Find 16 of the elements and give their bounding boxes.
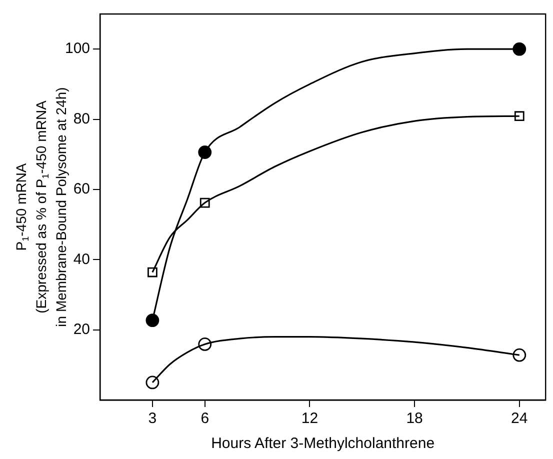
y-tick-label: 40 bbox=[73, 250, 90, 268]
point bbox=[512, 42, 526, 56]
x-axis-title: Hours After 3-Methylcholanthrene bbox=[211, 435, 435, 452]
x-tick-label: 18 bbox=[406, 410, 423, 428]
point bbox=[146, 314, 160, 328]
point bbox=[514, 111, 524, 122]
y-tick-label: 80 bbox=[73, 110, 90, 128]
x-tick-label: 12 bbox=[301, 410, 318, 428]
point bbox=[512, 348, 526, 362]
point bbox=[146, 376, 160, 390]
x-tick-label: 6 bbox=[200, 410, 210, 428]
x-tick-label: 24 bbox=[511, 410, 528, 428]
y-tick-label: 60 bbox=[73, 180, 90, 198]
y-tick-label: 100 bbox=[64, 40, 90, 58]
x-tick-label: 3 bbox=[148, 410, 157, 428]
y-tick-label: 20 bbox=[73, 320, 90, 338]
